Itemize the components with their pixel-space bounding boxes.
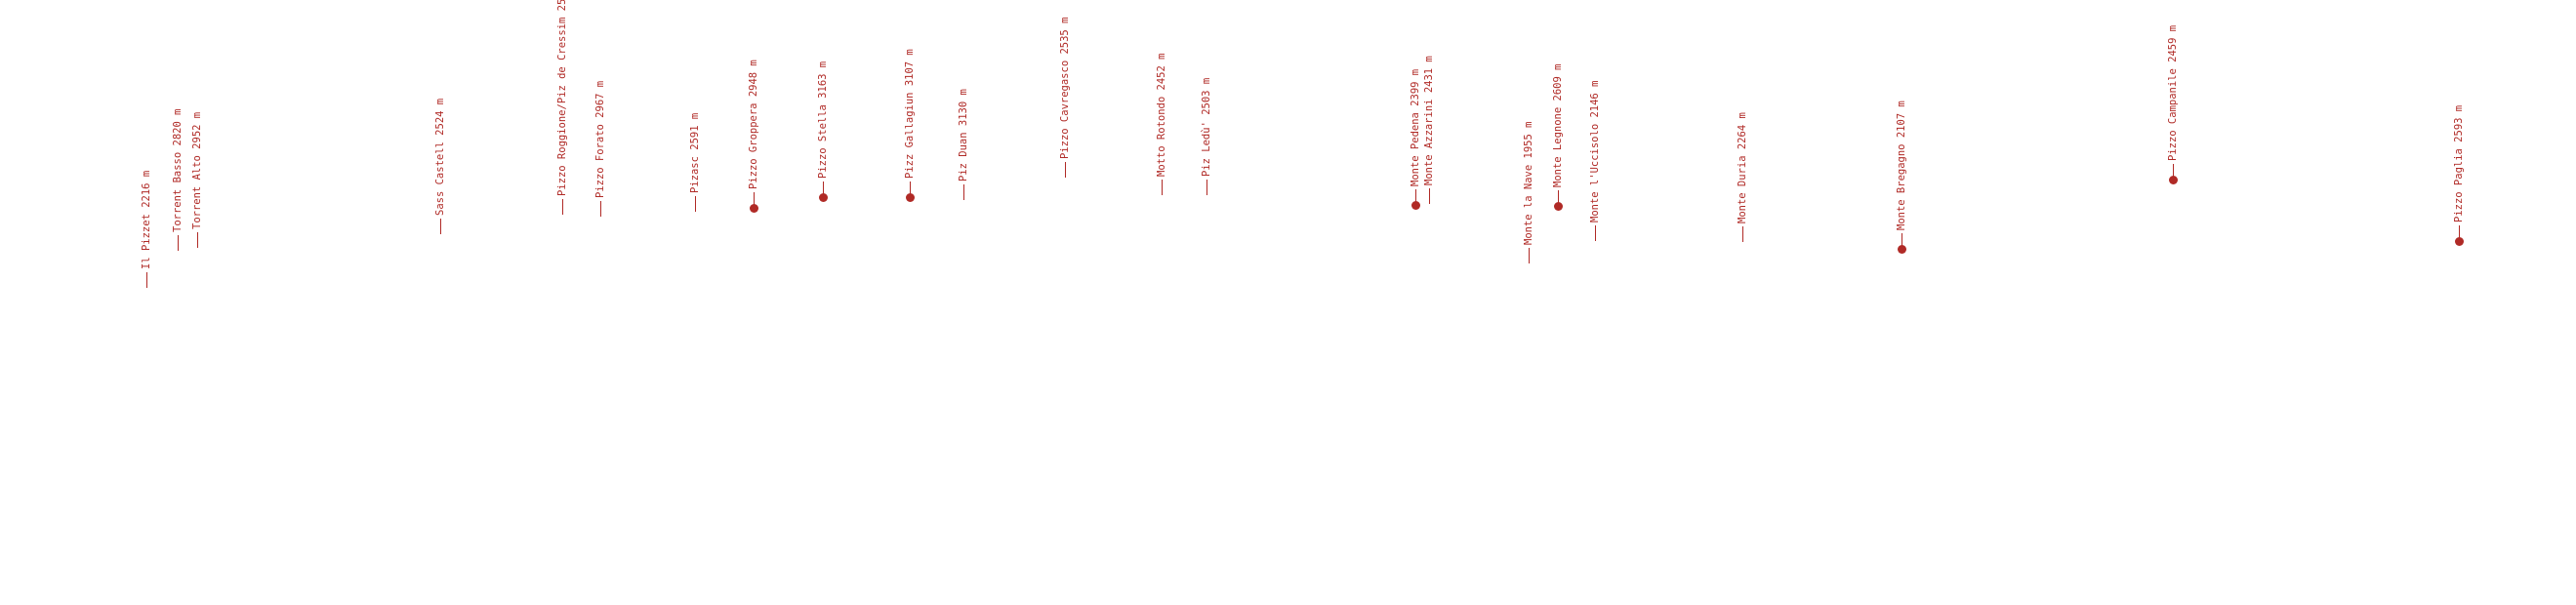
peak-label: Monte Duria 2264 m (1737, 112, 1748, 242)
peak-label: Pizzo Forato 2967 m (594, 81, 606, 217)
peak-label: Monte Pedena 2399 m (1410, 69, 1421, 205)
peak-marker-dot (1897, 245, 1906, 254)
peak-label: Pizasc 2591 m (689, 113, 701, 212)
peak-label: Monte Azzarini 2431 m (1423, 56, 1435, 204)
peak-label: Torrent Basso 2820 m (172, 109, 184, 251)
peak-marker-dot (1411, 201, 1420, 210)
peak-label: Monte Legnone 2609 m (1552, 64, 1564, 206)
peak-marker-dot (2454, 237, 2464, 246)
peak-marker-dot (2168, 176, 2178, 184)
peak-marker-dot (1553, 202, 1563, 211)
peak-label: Il Pizzet 2216 m (141, 171, 152, 288)
peak-label: Monte l'Uccisolo 2146 m (1589, 81, 1601, 241)
peak-label: Piz Duan 3130 m (958, 89, 969, 200)
peak-label: Pizzo Roggione/Piz de Cressim 2575 m (556, 0, 568, 215)
peak-label: Sass Castell 2524 m (434, 99, 446, 234)
peak-label: Pizzo Paglia 2593 m (2453, 105, 2465, 241)
peak-marker-dot (818, 193, 828, 202)
peak-marker-dot (905, 193, 915, 202)
peak-label: Torrent Alto 2952 m (191, 112, 203, 248)
peak-label: Pizz Gallagiun 3107 m (904, 49, 916, 197)
peak-label: Motto Rotondo 2452 m (1156, 54, 1167, 195)
peak-label: Monte la Nave 1955 m (1523, 122, 1534, 263)
peak-label: Pizzo Stella 3163 m (817, 61, 829, 197)
peak-label: Piz Ledù' 2503 m (1201, 78, 1212, 195)
peak-label: Pizzo Cavregasco 2535 m (1059, 18, 1071, 178)
peak-label: Monte Bregagno 2107 m (1896, 101, 1907, 249)
peak-marker-dot (749, 204, 758, 213)
peak-label: Pizzo Groppera 2948 m (748, 60, 759, 208)
peak-label: Pizzo Campanile 2459 m (2167, 25, 2179, 180)
